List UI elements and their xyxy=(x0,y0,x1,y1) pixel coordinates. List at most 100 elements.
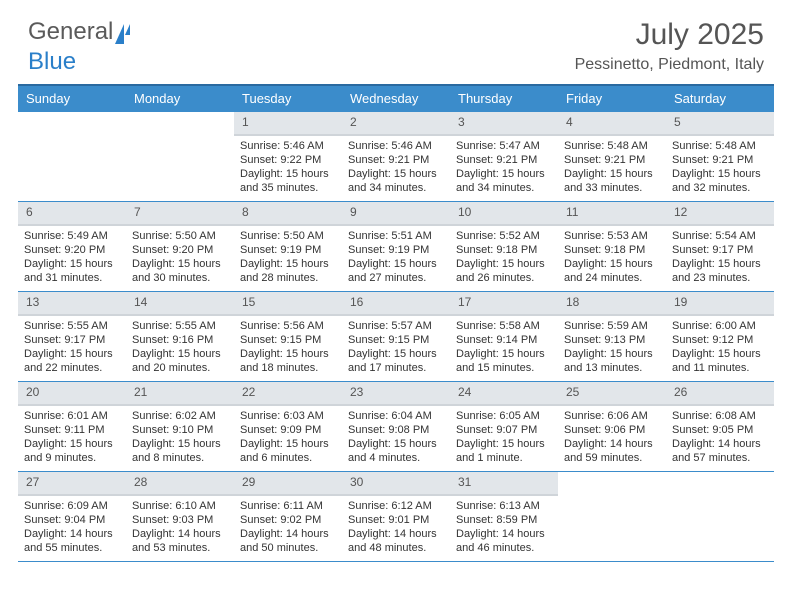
sunset-line: Sunset: 9:12 PM xyxy=(672,333,768,347)
day-content: Sunrise: 6:06 AMSunset: 9:06 PMDaylight:… xyxy=(558,406,666,468)
day-content: Sunrise: 6:01 AMSunset: 9:11 PMDaylight:… xyxy=(18,406,126,468)
calendar-cell: 23Sunrise: 6:04 AMSunset: 9:08 PMDayligh… xyxy=(342,382,450,472)
calendar-row: 27Sunrise: 6:09 AMSunset: 9:04 PMDayligh… xyxy=(18,472,774,562)
weekday-header: Thursday xyxy=(450,85,558,112)
daylight-line: Daylight: 15 hours and 11 minutes. xyxy=(672,347,768,376)
calendar-cell: 21Sunrise: 6:02 AMSunset: 9:10 PMDayligh… xyxy=(126,382,234,472)
sunset-line: Sunset: 9:01 PM xyxy=(348,513,444,527)
day-content: Sunrise: 5:55 AMSunset: 9:17 PMDaylight:… xyxy=(18,316,126,378)
daylight-line: Daylight: 15 hours and 32 minutes. xyxy=(672,167,768,196)
day-content: Sunrise: 6:04 AMSunset: 9:08 PMDaylight:… xyxy=(342,406,450,468)
month-title: July 2025 xyxy=(575,18,764,52)
sail-icon-small xyxy=(125,24,130,35)
calendar-cell: 9Sunrise: 5:51 AMSunset: 9:19 PMDaylight… xyxy=(342,202,450,292)
sunset-line: Sunset: 9:14 PM xyxy=(456,333,552,347)
day-content: Sunrise: 6:02 AMSunset: 9:10 PMDaylight:… xyxy=(126,406,234,468)
calendar-cell: 22Sunrise: 6:03 AMSunset: 9:09 PMDayligh… xyxy=(234,382,342,472)
day-number: 20 xyxy=(18,382,126,406)
sunset-line: Sunset: 9:20 PM xyxy=(24,243,120,257)
daylight-line: Daylight: 15 hours and 31 minutes. xyxy=(24,257,120,286)
calendar-cell: 29Sunrise: 6:11 AMSunset: 9:02 PMDayligh… xyxy=(234,472,342,562)
day-number: 6 xyxy=(18,202,126,226)
day-content: Sunrise: 6:13 AMSunset: 8:59 PMDaylight:… xyxy=(450,496,558,558)
day-number: 4 xyxy=(558,112,666,136)
sunset-line: Sunset: 9:21 PM xyxy=(672,153,768,167)
daylight-line: Daylight: 14 hours and 53 minutes. xyxy=(132,527,228,556)
daylight-line: Daylight: 15 hours and 4 minutes. xyxy=(348,437,444,466)
calendar-cell: 14Sunrise: 5:55 AMSunset: 9:16 PMDayligh… xyxy=(126,292,234,382)
sunrise-line: Sunrise: 6:06 AM xyxy=(564,409,660,423)
calendar-cell: 30Sunrise: 6:12 AMSunset: 9:01 PMDayligh… xyxy=(342,472,450,562)
sunrise-line: Sunrise: 5:53 AM xyxy=(564,229,660,243)
calendar-cell: 19Sunrise: 6:00 AMSunset: 9:12 PMDayligh… xyxy=(666,292,774,382)
daylight-line: Daylight: 15 hours and 15 minutes. xyxy=(456,347,552,376)
calendar-cell: 24Sunrise: 6:05 AMSunset: 9:07 PMDayligh… xyxy=(450,382,558,472)
day-number: 14 xyxy=(126,292,234,316)
calendar-cell: 1Sunrise: 5:46 AMSunset: 9:22 PMDaylight… xyxy=(234,112,342,202)
sunrise-line: Sunrise: 5:54 AM xyxy=(672,229,768,243)
calendar-cell: 8Sunrise: 5:50 AMSunset: 9:19 PMDaylight… xyxy=(234,202,342,292)
daylight-line: Daylight: 15 hours and 33 minutes. xyxy=(564,167,660,196)
sunrise-line: Sunrise: 5:47 AM xyxy=(456,139,552,153)
day-content: Sunrise: 5:50 AMSunset: 9:20 PMDaylight:… xyxy=(126,226,234,288)
day-number: 13 xyxy=(18,292,126,316)
day-number: 21 xyxy=(126,382,234,406)
day-content: Sunrise: 5:50 AMSunset: 9:19 PMDaylight:… xyxy=(234,226,342,288)
header: General July 2025 Pessinetto, Piedmont, … xyxy=(0,0,792,78)
day-number: 22 xyxy=(234,382,342,406)
calendar-cell: 16Sunrise: 5:57 AMSunset: 9:15 PMDayligh… xyxy=(342,292,450,382)
sunrise-line: Sunrise: 6:05 AM xyxy=(456,409,552,423)
sunrise-line: Sunrise: 6:00 AM xyxy=(672,319,768,333)
sunset-line: Sunset: 9:18 PM xyxy=(456,243,552,257)
calendar-cell xyxy=(18,112,126,202)
day-content: Sunrise: 5:59 AMSunset: 9:13 PMDaylight:… xyxy=(558,316,666,378)
day-content: Sunrise: 5:54 AMSunset: 9:17 PMDaylight:… xyxy=(666,226,774,288)
sunrise-line: Sunrise: 5:49 AM xyxy=(24,229,120,243)
day-content: Sunrise: 6:10 AMSunset: 9:03 PMDaylight:… xyxy=(126,496,234,558)
sunset-line: Sunset: 9:13 PM xyxy=(564,333,660,347)
calendar-cell: 31Sunrise: 6:13 AMSunset: 8:59 PMDayligh… xyxy=(450,472,558,562)
day-number: 29 xyxy=(234,472,342,496)
daylight-line: Daylight: 15 hours and 13 minutes. xyxy=(564,347,660,376)
calendar-cell: 6 Sunrise: 5:49 AMSunset: 9:20 PMDaylight… xyxy=(18,202,126,292)
calendar-cell: 15Sunrise: 5:56 AMSunset: 9:15 PMDayligh… xyxy=(234,292,342,382)
day-number: 11 xyxy=(558,202,666,226)
day-content: Sunrise: 6:09 AMSunset: 9:04 PMDaylight:… xyxy=(18,496,126,558)
sunrise-line: Sunrise: 5:55 AM xyxy=(24,319,120,333)
calendar-table: Sunday Monday Tuesday Wednesday Thursday… xyxy=(18,84,774,562)
sunrise-line: Sunrise: 5:50 AM xyxy=(240,229,336,243)
daylight-line: Daylight: 15 hours and 30 minutes. xyxy=(132,257,228,286)
sunset-line: Sunset: 9:17 PM xyxy=(24,333,120,347)
day-content: Sunrise: 5:48 AMSunset: 9:21 PMDaylight:… xyxy=(666,136,774,198)
day-content: Sunrise: 5:48 AMSunset: 9:21 PMDaylight:… xyxy=(558,136,666,198)
day-content: Sunrise: 5:52 AMSunset: 9:18 PMDaylight:… xyxy=(450,226,558,288)
calendar-cell xyxy=(126,112,234,202)
day-number: 12 xyxy=(666,202,774,226)
daylight-line: Daylight: 15 hours and 22 minutes. xyxy=(24,347,120,376)
daylight-line: Daylight: 15 hours and 23 minutes. xyxy=(672,257,768,286)
calendar-row: 6Sunrise: 5:49 AMSunset: 9:20 PMDaylight… xyxy=(18,202,774,292)
daylight-line: Daylight: 15 hours and 26 minutes. xyxy=(456,257,552,286)
day-number: 24 xyxy=(450,382,558,406)
day-number: 8 xyxy=(234,202,342,226)
day-content: Sunrise: 6:08 AMSunset: 9:05 PMDaylight:… xyxy=(666,406,774,468)
daylight-line: Daylight: 14 hours and 48 minutes. xyxy=(348,527,444,556)
calendar-cell: 4Sunrise: 5:48 AMSunset: 9:21 PMDaylight… xyxy=(558,112,666,202)
day-content: Sunrise: 5:55 AMSunset: 9:16 PMDaylight:… xyxy=(126,316,234,378)
sunrise-line: Sunrise: 5:57 AM xyxy=(348,319,444,333)
day-number: 2 xyxy=(342,112,450,136)
sunrise-line: Sunrise: 5:46 AM xyxy=(240,139,336,153)
day-number: 27 xyxy=(18,472,126,496)
day-content: Sunrise: 5:57 AMSunset: 9:15 PMDaylight:… xyxy=(342,316,450,378)
sunset-line: Sunset: 9:21 PM xyxy=(456,153,552,167)
sunset-line: Sunset: 8:59 PM xyxy=(456,513,552,527)
calendar-cell: 2Sunrise: 5:46 AMSunset: 9:21 PMDaylight… xyxy=(342,112,450,202)
sunset-line: Sunset: 9:02 PM xyxy=(240,513,336,527)
calendar-cell xyxy=(666,472,774,562)
sunset-line: Sunset: 9:03 PM xyxy=(132,513,228,527)
daylight-line: Daylight: 15 hours and 27 minutes. xyxy=(348,257,444,286)
sunrise-line: Sunrise: 5:58 AM xyxy=(456,319,552,333)
sunrise-line: Sunrise: 5:52 AM xyxy=(456,229,552,243)
daylight-line: Daylight: 15 hours and 9 minutes. xyxy=(24,437,120,466)
day-number: 16 xyxy=(342,292,450,316)
